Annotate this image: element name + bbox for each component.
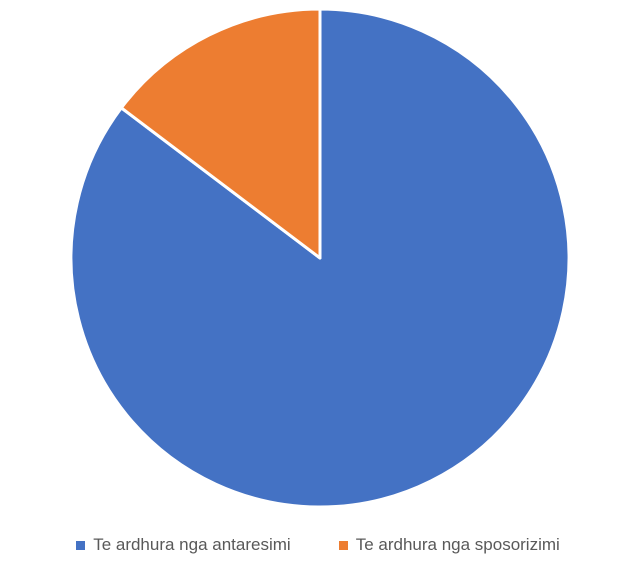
legend-label-sposorizimi: Te ardhura nga sposorizimi bbox=[355, 535, 560, 554]
legend-swatch-antaresimi bbox=[76, 540, 86, 550]
legend-item-sposorizimi: Te ardhura nga sposorizimi bbox=[338, 535, 560, 555]
legend-swatch-sposorizimi bbox=[338, 540, 348, 550]
pie-slice-sposorizimi bbox=[119, 7, 322, 260]
legend-item-antaresimi: Te ardhura nga antaresimi bbox=[76, 535, 291, 555]
legend-label-antaresimi: Te ardhura nga antaresimi bbox=[93, 535, 291, 554]
chart-legend: Te ardhura nga antaresimi Te ardhura nga… bbox=[0, 530, 636, 560]
